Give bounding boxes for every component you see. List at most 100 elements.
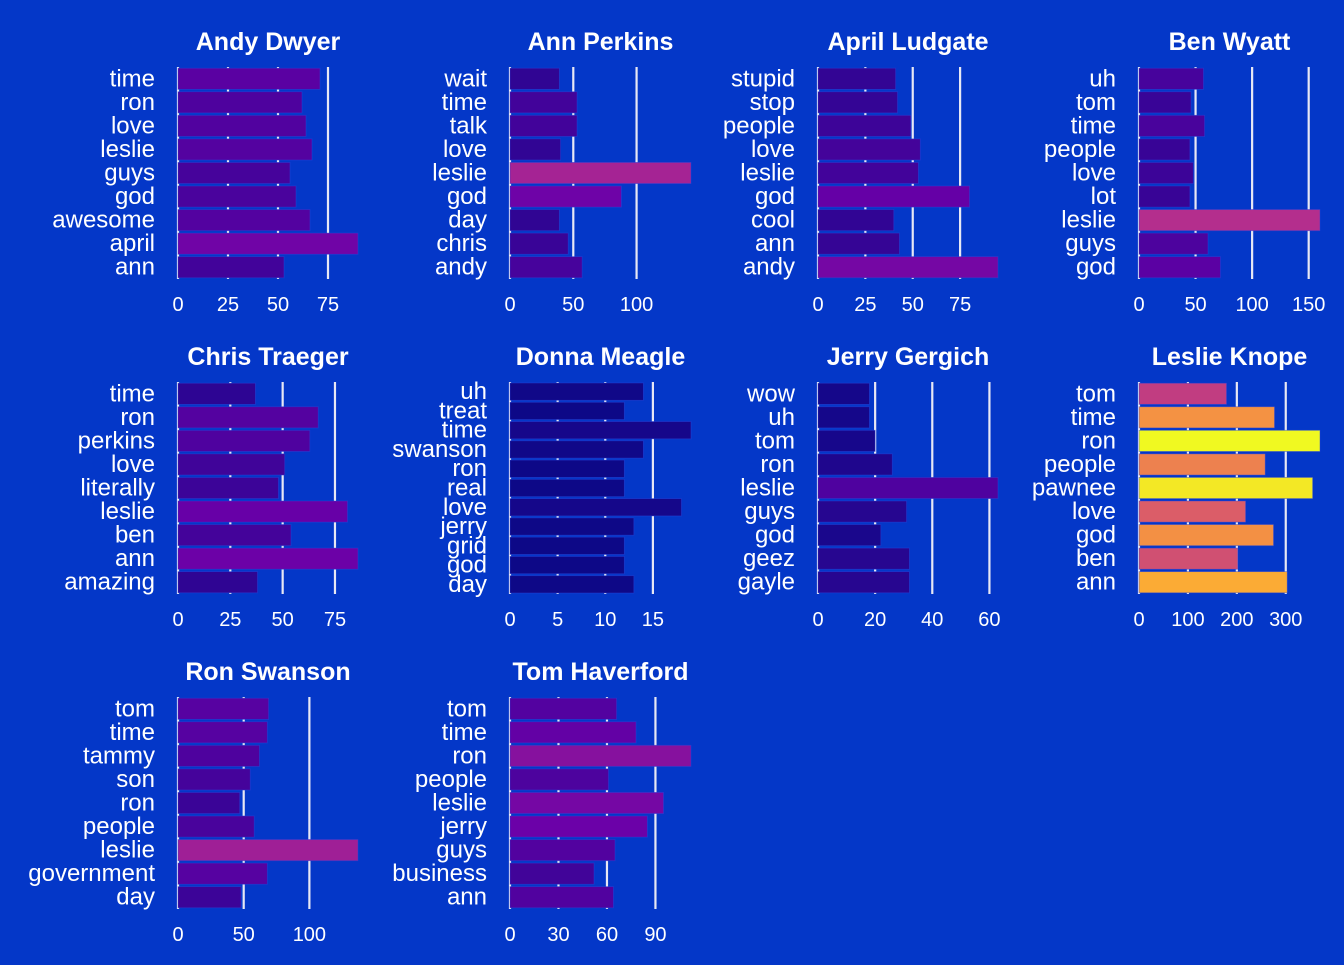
- panel-chris-traeger: timeronperkinsloveliterallylesliebenanna…: [64, 343, 359, 631]
- category-label: ann: [447, 884, 487, 911]
- x-tick-label: 75: [324, 609, 346, 631]
- bar-guys: [817, 500, 907, 523]
- category-label: chris: [436, 230, 487, 257]
- category-label: grid: [447, 532, 487, 559]
- category-label: perkins: [78, 427, 155, 454]
- x-tick-label: 90: [644, 924, 666, 946]
- bar-guys: [509, 839, 616, 862]
- category-label: ben: [1076, 545, 1116, 572]
- category-label: leslie: [1061, 207, 1116, 234]
- category-label: literally: [80, 475, 155, 502]
- x-tick-label: 100: [293, 924, 326, 946]
- x-tick-label: 50: [233, 924, 255, 946]
- x-tick-label: 20: [864, 609, 886, 631]
- x-tick-label: 75: [317, 294, 339, 316]
- category-label: love: [1072, 498, 1116, 525]
- x-tick-label: 50: [562, 294, 584, 316]
- bar-son: [177, 768, 251, 791]
- bar-andy: [509, 256, 583, 279]
- category-label: time: [110, 380, 155, 407]
- bar-april: [177, 232, 359, 255]
- category-label: tom: [1076, 380, 1116, 407]
- category-label: wow: [746, 380, 796, 407]
- x-tick-label: 0: [504, 609, 515, 631]
- category-label: jerry: [439, 813, 487, 840]
- bar-love: [817, 138, 921, 161]
- category-label: leslie: [100, 837, 155, 864]
- bar-ann: [817, 232, 900, 255]
- bar-jerry: [509, 517, 635, 536]
- x-tick-label: 40: [921, 609, 943, 631]
- category-label: talk: [450, 112, 488, 139]
- category-label: day: [116, 884, 155, 911]
- bar-wow: [817, 382, 870, 405]
- category-label: god: [447, 183, 487, 210]
- category-label: guys: [104, 160, 155, 187]
- x-tick-label: 0: [172, 609, 183, 631]
- bar-ron: [509, 744, 692, 767]
- category-label: god: [115, 183, 155, 210]
- bar-awesome: [177, 209, 311, 232]
- category-label: love: [1072, 160, 1116, 187]
- x-tick-label: 60: [978, 609, 1000, 631]
- category-label: time: [442, 719, 487, 746]
- x-tick-label: 75: [949, 294, 971, 316]
- bar-god: [817, 185, 970, 208]
- bar-tom: [817, 429, 876, 452]
- bar-talk: [509, 114, 578, 137]
- category-label: lot: [1091, 183, 1117, 210]
- category-label: ron: [452, 455, 487, 482]
- category-label: tom: [447, 695, 487, 722]
- category-label: amazing: [64, 569, 155, 596]
- category-label: love: [443, 136, 487, 163]
- category-label: tom: [115, 695, 155, 722]
- category-label: people: [1044, 136, 1116, 163]
- category-label: gayle: [738, 569, 795, 596]
- category-label: geez: [743, 545, 795, 572]
- category-label: tom: [755, 427, 795, 454]
- bar-ron: [817, 453, 893, 476]
- bar-tom: [509, 697, 618, 720]
- bar-literally: [177, 476, 279, 499]
- bar-time: [177, 382, 256, 405]
- x-tick-label: 25: [854, 294, 876, 316]
- category-label: swanson: [392, 436, 487, 463]
- bar-uh: [1138, 67, 1204, 90]
- panel-title: Leslie Knope: [1152, 343, 1308, 371]
- category-label: love: [443, 494, 487, 521]
- category-label: day: [448, 571, 487, 598]
- bar-leslie: [509, 792, 664, 815]
- x-tick-label: 5: [552, 609, 563, 631]
- bar-leslie: [817, 161, 919, 184]
- category-label: uh: [1089, 65, 1116, 92]
- category-label: ann: [115, 545, 155, 572]
- bar-cool: [817, 209, 895, 232]
- category-label: ron: [760, 451, 795, 478]
- bar-love: [1138, 161, 1194, 184]
- category-label: god: [755, 522, 795, 549]
- bar-day: [509, 575, 635, 594]
- category-label: treat: [439, 397, 487, 424]
- x-tick-label: 30: [547, 924, 569, 946]
- bar-real: [509, 478, 625, 498]
- x-tick-label: 0: [172, 294, 183, 316]
- bar-god: [509, 556, 625, 575]
- category-label: guys: [1065, 230, 1116, 257]
- x-tick-label: 200: [1220, 609, 1253, 631]
- bar-ron: [177, 406, 319, 429]
- bar-ron: [177, 792, 241, 815]
- bar-leslie: [177, 839, 359, 862]
- category-label: people: [415, 766, 487, 793]
- category-label: guys: [436, 837, 487, 864]
- x-tick-label: 60: [596, 924, 618, 946]
- category-label: ann: [115, 254, 155, 281]
- category-label: cool: [751, 207, 795, 234]
- panel-title: Ann Perkins: [528, 28, 674, 56]
- x-tick-label: 25: [217, 294, 239, 316]
- category-label: uh: [768, 404, 795, 431]
- x-tick-label: 15: [642, 609, 664, 631]
- bar-leslie: [177, 138, 313, 161]
- category-label: leslie: [740, 475, 795, 502]
- category-label: time: [1071, 112, 1116, 139]
